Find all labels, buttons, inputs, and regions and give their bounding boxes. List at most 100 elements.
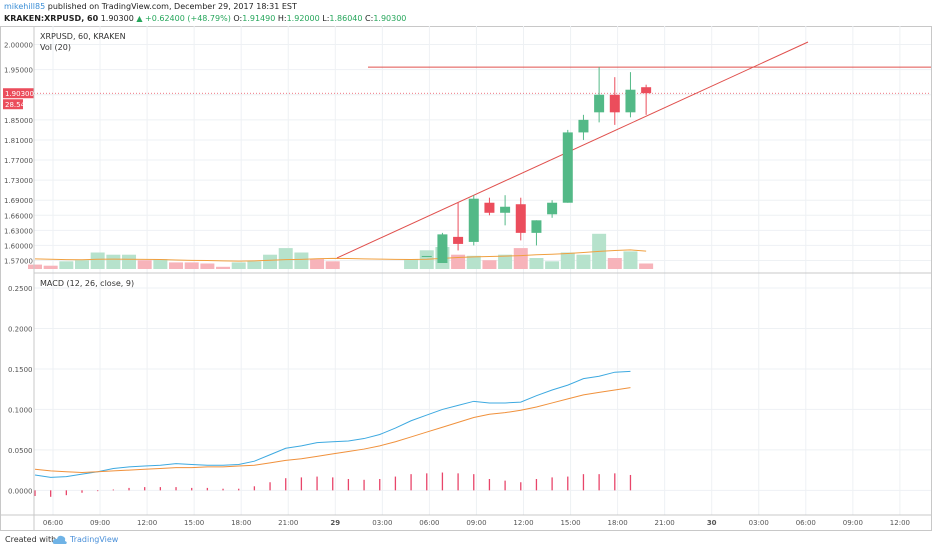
volume-legend: Vol (20) <box>40 43 71 52</box>
ohlc-c-label: C: <box>365 14 374 23</box>
macd-histogram <box>34 472 632 497</box>
ohlc-low: 1.86040 <box>329 14 363 23</box>
price-tick-label: 1.57000 <box>4 257 33 265</box>
volume-bar <box>325 261 340 269</box>
volume-bar <box>216 266 231 269</box>
time-tick-label: 06:00 <box>419 519 439 527</box>
time-tick-label: 18:00 <box>231 519 251 527</box>
time-tick-label: 12:00 <box>890 519 910 527</box>
volume-bar <box>623 251 638 269</box>
volume-bar <box>607 258 622 269</box>
volume-bar <box>247 261 262 269</box>
volume-value-tag <box>3 99 23 110</box>
last-price-label: 1.90300 <box>5 90 34 98</box>
macd-tick-label: 0.1500 <box>8 366 33 374</box>
candle-up <box>578 119 589 133</box>
candle-down <box>453 236 464 244</box>
publish-info: mikehill85 published on TradingView.com,… <box>4 2 297 11</box>
macd-title: MACD (12, 26, close, 9) <box>40 279 134 288</box>
volume-bar <box>75 260 90 269</box>
time-tick-label: 18:00 <box>608 519 628 527</box>
chart-canvas[interactable]: 2.000001.950001.900001.850001.810001.770… <box>0 26 932 531</box>
volume-bars <box>28 233 654 269</box>
volume-bar <box>90 252 105 269</box>
macd-tick-label: 0.1000 <box>8 406 33 414</box>
volume-bar <box>184 262 199 269</box>
volume-bar <box>529 258 544 269</box>
price-tick-label: 1.66000 <box>4 212 33 220</box>
volume-bar <box>498 254 513 269</box>
time-tick-label: 21:00 <box>278 519 298 527</box>
price-tick-label: 1.81000 <box>4 137 33 145</box>
time-tick-label: 21:00 <box>655 519 675 527</box>
candles <box>421 67 652 263</box>
candle-down <box>515 204 526 233</box>
price-change: ▲ +0.62400 (+48.79%) <box>136 14 231 23</box>
volume-bar <box>466 255 481 269</box>
signal-line <box>34 387 631 474</box>
macd-tick-label: 0.0500 <box>8 447 33 455</box>
time-axis-labels: 06:00 09:00 12:00 15:00 18:00 21:00 29 03:00 06:… <box>43 519 910 527</box>
ohlc-open: 1.91490 <box>242 14 276 23</box>
last-price-tag <box>3 88 34 99</box>
volume-bar <box>169 262 184 269</box>
volume-bar <box>122 254 137 269</box>
volume-bar <box>200 263 215 269</box>
volume-bar <box>153 259 168 269</box>
macd-tick-label: 0.0000 <box>8 487 33 495</box>
volume-bar <box>639 263 654 269</box>
volume-bar <box>59 261 74 269</box>
macd-line <box>34 370 631 478</box>
grid-lines <box>34 26 931 515</box>
macd-tick-label: 0.2000 <box>8 326 33 334</box>
time-tick-label: 09:00 <box>466 519 486 527</box>
footer: Created with TradingView <box>0 531 932 550</box>
ohlc-o-label: O: <box>233 14 243 23</box>
volume-bar <box>263 254 278 269</box>
ohlc-high: 1.92000 <box>286 14 320 23</box>
time-tick-label: 03:00 <box>749 519 769 527</box>
last-price: 1.90300 <box>100 14 134 23</box>
volume-bar <box>43 265 58 269</box>
created-with-text: Created with <box>5 535 57 544</box>
tradingview-brand[interactable]: TradingView <box>70 535 119 544</box>
time-tick-label: 12:00 <box>137 519 157 527</box>
volume-value-label: 28.54 <box>5 101 26 109</box>
symbol-info: KRAKEN:XRPUSD, 60 1.90300 ▲ +0.62400 (+4… <box>4 14 406 23</box>
candle-up <box>421 255 432 257</box>
macd-axis-labels: 0.2500 0.2000 0.1500 0.1000 0.0500 0.0000 <box>8 285 33 495</box>
chart-title: XRPUSD, 60, KRAKEN <box>40 32 126 41</box>
price-tick-label: 1.69000 <box>4 197 33 205</box>
volume-bar <box>482 260 497 269</box>
volume-ma-line <box>34 249 647 262</box>
candle-up <box>531 220 542 233</box>
price-tick-label: 1.73000 <box>4 177 33 185</box>
price-tick-label: 2.00000 <box>4 42 33 50</box>
symbol-name: KRAKEN:XRPUSD, 60 <box>4 14 99 23</box>
volume-bar <box>231 262 246 269</box>
price-tick-label: 1.63000 <box>4 227 33 235</box>
volume-bar <box>451 254 466 269</box>
candle-up <box>562 132 573 203</box>
candle-up <box>625 89 636 113</box>
price-tags: 1.90300 28.54 <box>3 88 34 110</box>
ohlc-l-label: L: <box>322 14 330 23</box>
chart-frame <box>0 26 932 531</box>
volume-bar <box>404 259 419 269</box>
volume-bar <box>545 261 560 269</box>
time-tick-label: 09:00 <box>843 519 863 527</box>
volume-bar <box>278 248 293 269</box>
candle-up <box>468 198 479 242</box>
candle-up <box>500 206 511 213</box>
candle-up <box>437 234 448 263</box>
time-tick-label: 06:00 <box>43 519 63 527</box>
candle-up <box>547 202 558 215</box>
candle-up <box>594 94 605 113</box>
volume-bar <box>28 264 42 269</box>
candle-down <box>641 87 652 94</box>
macd-tick-label: 0.2500 <box>8 285 33 293</box>
time-tick-label: 15:00 <box>560 519 580 527</box>
author-name[interactable]: mikehill85 <box>4 2 46 11</box>
volume-bar <box>513 248 528 269</box>
time-tick-label: 03:00 <box>372 519 392 527</box>
